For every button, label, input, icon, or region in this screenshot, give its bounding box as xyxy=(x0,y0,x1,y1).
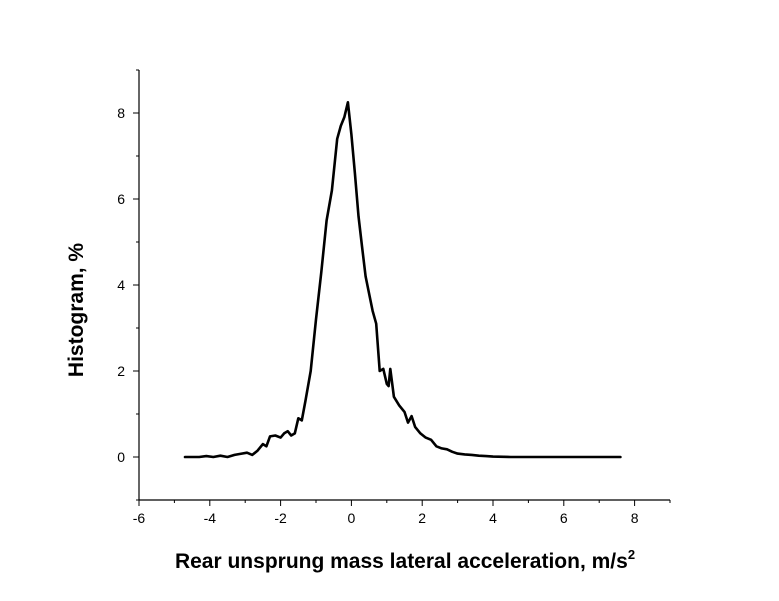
x-axis-title-text: Rear unsprung mass lateral acceleration,… xyxy=(175,550,628,573)
y-tick-label: 4 xyxy=(117,277,125,293)
x-axis-ticks: -6 -4 -2 0 2 4 6 8 xyxy=(133,500,671,526)
x-axis-title: Rear unsprung mass lateral acceleration,… xyxy=(175,547,635,573)
chart-frame xyxy=(138,70,670,501)
x-tick-label: 6 xyxy=(560,510,568,526)
y-tick-label: 8 xyxy=(117,105,125,121)
x-tick-label: -6 xyxy=(133,510,146,526)
y-axis-title: Histogram, % xyxy=(65,243,88,378)
y-tick-label: 2 xyxy=(117,363,125,379)
y-tick-label: 0 xyxy=(117,449,125,465)
x-tick-label: -2 xyxy=(274,510,287,526)
x-tick-label: 4 xyxy=(489,510,497,526)
x-tick-label: -4 xyxy=(204,510,217,526)
y-axis-ticks: 0 2 4 6 8 xyxy=(117,69,139,501)
x-axis-title-superscript: 2 xyxy=(628,547,635,562)
series-line-histogram xyxy=(183,101,622,459)
x-tick-label: 2 xyxy=(418,510,426,526)
x-tick-label: 0 xyxy=(348,510,356,526)
x-tick-label: 8 xyxy=(631,510,639,526)
y-tick-label: 6 xyxy=(117,191,125,207)
